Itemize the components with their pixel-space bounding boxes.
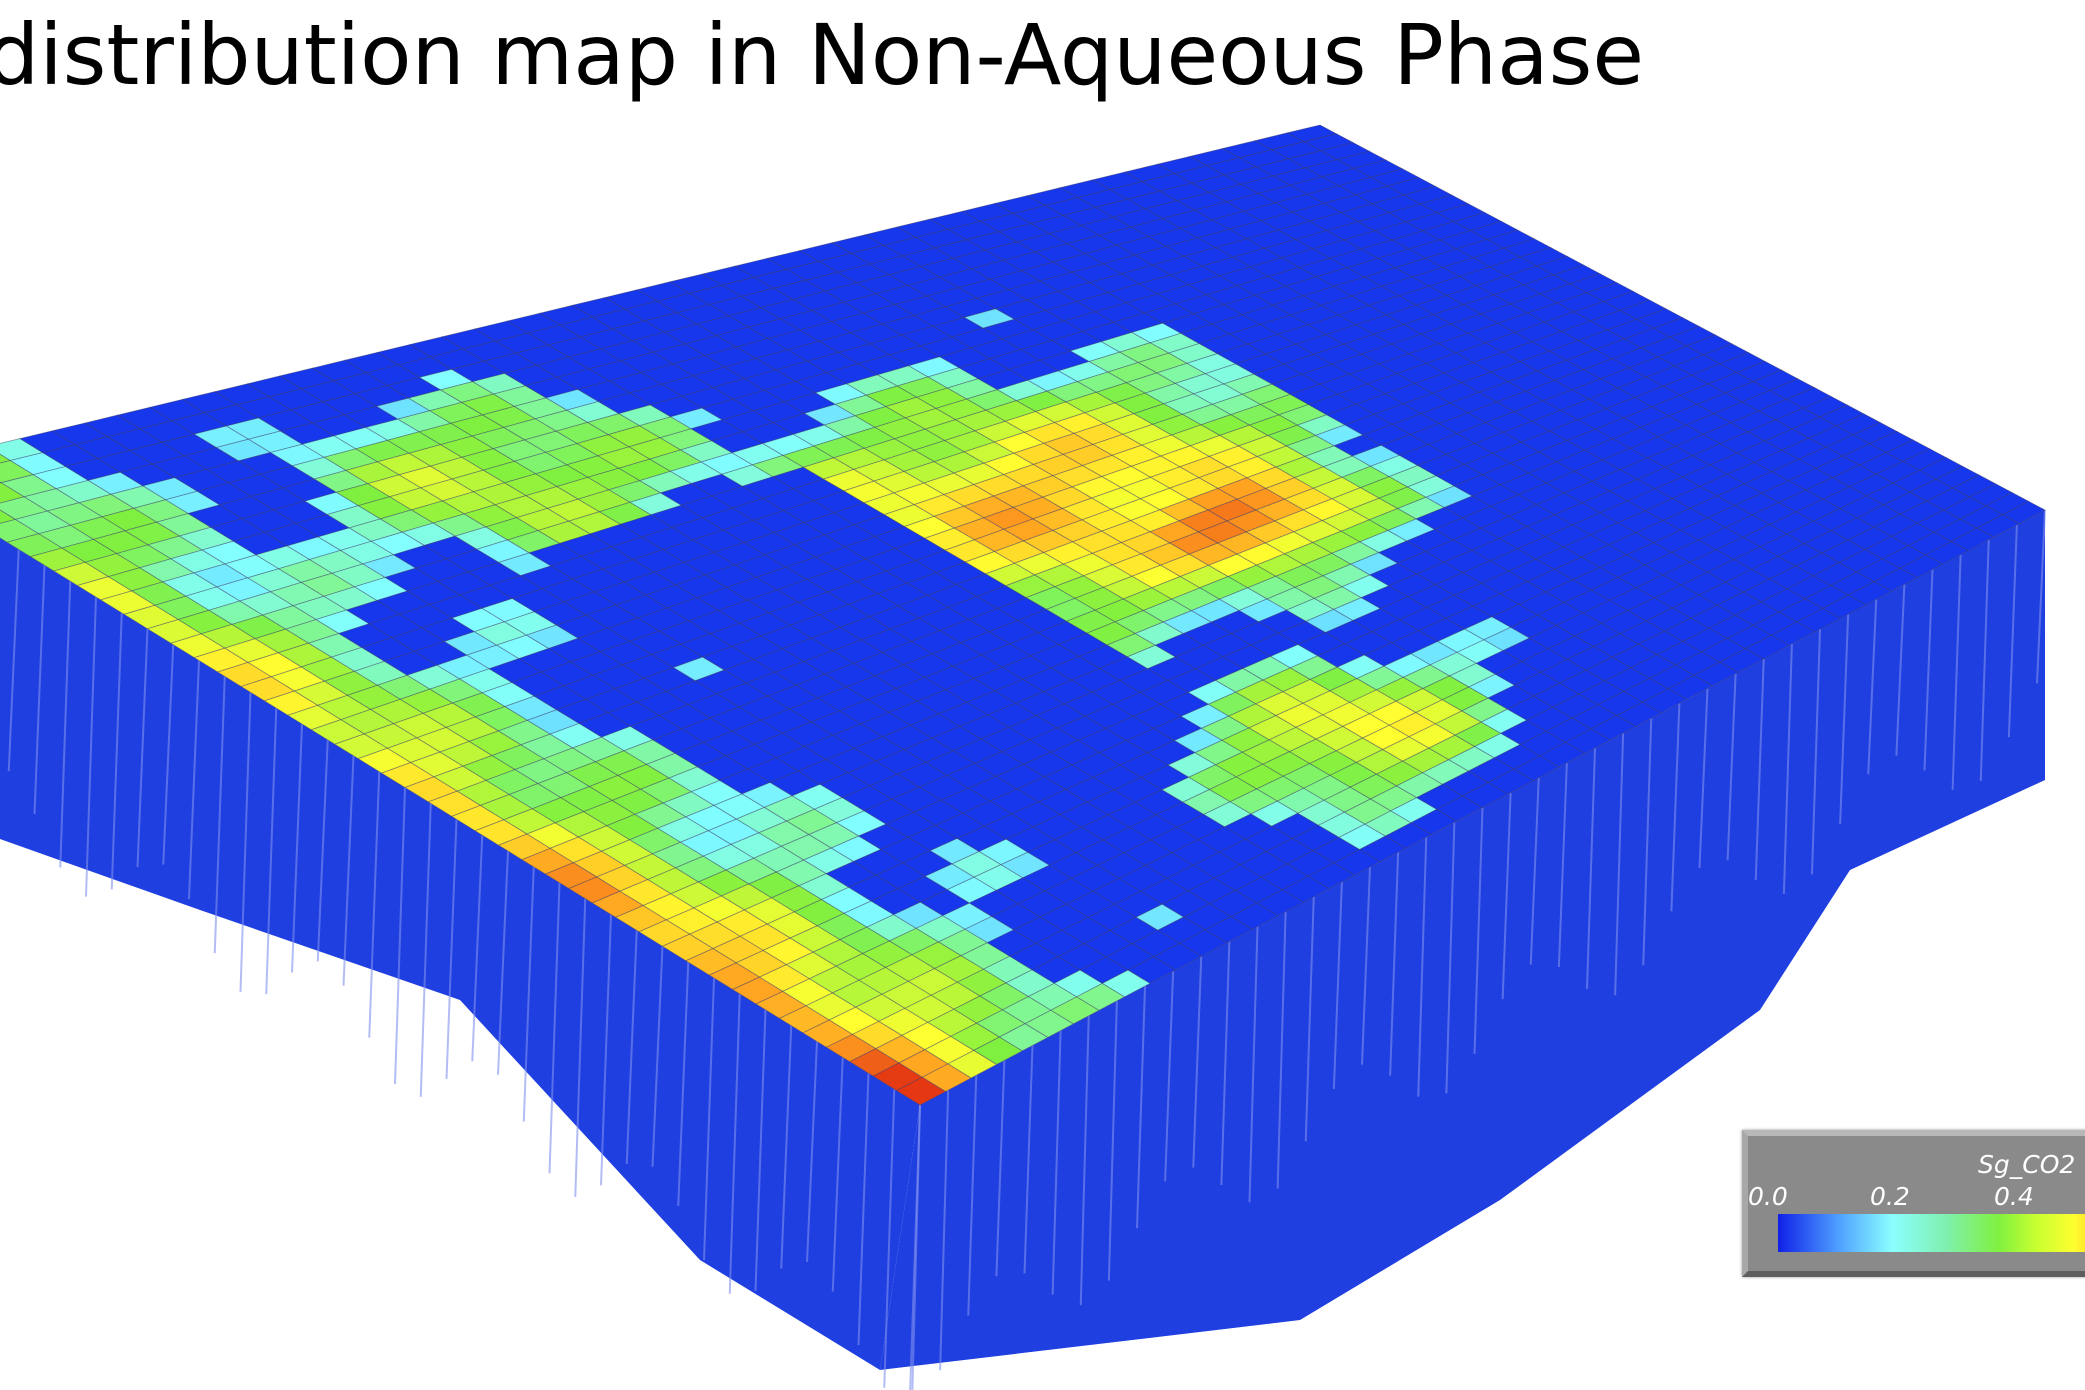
wall-cell-line [1248, 926, 1259, 1203]
colorbar-tick: 0.2 [1870, 1182, 1910, 1211]
wall-cell-line [1164, 971, 1175, 1182]
wall-cell-line [625, 930, 638, 1164]
wall-cell-line [368, 771, 381, 1038]
wall-cell-line [110, 612, 123, 890]
wall-cell-line [265, 708, 278, 995]
wall-cell-line [1979, 539, 1990, 781]
wall-cell-line [1670, 703, 1681, 912]
wall-cell-line [1867, 599, 1878, 775]
wall-cell-line [1923, 569, 1934, 771]
wall-cell-line [59, 581, 72, 868]
wall-cell-line [831, 1057, 844, 1292]
wall-cell-line [995, 1060, 1006, 1277]
wall-cell-line [394, 787, 406, 1085]
wall-cell-line [1501, 792, 1512, 1000]
figure-title: distribution map in Non-Aqueous Phase [0, 6, 1645, 104]
wall-cell-line [1698, 688, 1709, 869]
wall-cell-line [883, 1089, 896, 1388]
wall-cell-line [939, 1090, 950, 1371]
wall-cell-line [7, 549, 20, 772]
wall-cell-line [522, 866, 535, 1122]
wall-cell-line [1136, 985, 1146, 1229]
colorbar-tick: 0.4 [1994, 1182, 2034, 1211]
wall-cell-line [1276, 911, 1287, 1189]
wall-cell-line [780, 1025, 793, 1269]
wall-cell-line [136, 628, 149, 868]
wall-cell-line [1023, 1045, 1034, 1274]
wall-cell-line [188, 660, 200, 900]
wall-cell-line [651, 946, 664, 1167]
wall-cell-line [857, 1073, 870, 1346]
wall-cell-line [548, 882, 561, 1174]
wall-cell-line [1811, 628, 1821, 875]
wall-cell-line [806, 1041, 818, 1262]
wall-cell-line [2007, 524, 2018, 738]
wall-cell-line [574, 898, 587, 1197]
wall-cell-line [85, 596, 97, 897]
wall-cell-line [909, 1104, 921, 1390]
wall-cell-line [703, 977, 715, 1261]
right-side-wall [880, 510, 2045, 1370]
wall-cell-line [162, 644, 175, 865]
wall-cell-line [1445, 822, 1456, 1094]
wall-cell-line [291, 723, 303, 973]
wall-cell-line [1557, 762, 1568, 968]
wall-cell-line [1586, 747, 1596, 990]
wall-cell-line [1951, 554, 1962, 790]
wall-cell-line [1895, 584, 1906, 756]
wall-cell-line [1332, 881, 1343, 1090]
grid-cell [2001, 500, 2046, 524]
colorbar-tick: 0.0 [1748, 1182, 1788, 1211]
wall-cell-line [471, 835, 484, 1062]
wall-cell-line [1839, 614, 1850, 825]
colorbar-legend: Sg_CO2 0.0 0.2 0.4 [1742, 1130, 2085, 1277]
wall-cell-line [213, 676, 226, 954]
wall-cell-line [2036, 509, 2046, 684]
wall-cell-line [1754, 658, 1765, 880]
wall-cell-line [728, 993, 741, 1294]
wall-cell-line [1361, 866, 1371, 1065]
colorbar-gradient [1778, 1214, 2085, 1252]
wall-cell-line [1417, 837, 1428, 1097]
wall-cell-line [967, 1075, 978, 1316]
wall-cell-line [239, 692, 252, 992]
wall-cell-line [316, 739, 329, 962]
wall-cell-line [600, 914, 612, 1186]
wall-cell-line [1726, 673, 1737, 861]
wall-cell-line [419, 803, 432, 1097]
wall-cell-line [497, 850, 509, 1075]
wall-cell-line [1051, 1030, 1062, 1295]
wall-cell-line [1079, 1015, 1090, 1306]
wall-cell-line [33, 565, 46, 815]
left-side-wall [0, 537, 920, 1370]
wall-cell-line [1107, 1000, 1118, 1281]
wall-cell-line [1220, 941, 1231, 1186]
colorbar-title: Sg_CO2 [1978, 1150, 2076, 1179]
wall-cell-line [1529, 777, 1540, 965]
wall-cell-line [1192, 956, 1203, 1168]
wall-cell-line [1304, 896, 1315, 1142]
wall-cell-line [445, 819, 458, 1079]
wall-cell-line [1614, 733, 1625, 996]
wall-cell-line [1473, 807, 1484, 1054]
wall-cell-line [1389, 852, 1400, 1076]
wall-cell-line [677, 962, 690, 1207]
wall-cell-line [1642, 718, 1653, 966]
wall-cell-line [754, 1009, 767, 1291]
wall-cell-line [1782, 643, 1793, 894]
wall-cell-line [342, 755, 355, 986]
